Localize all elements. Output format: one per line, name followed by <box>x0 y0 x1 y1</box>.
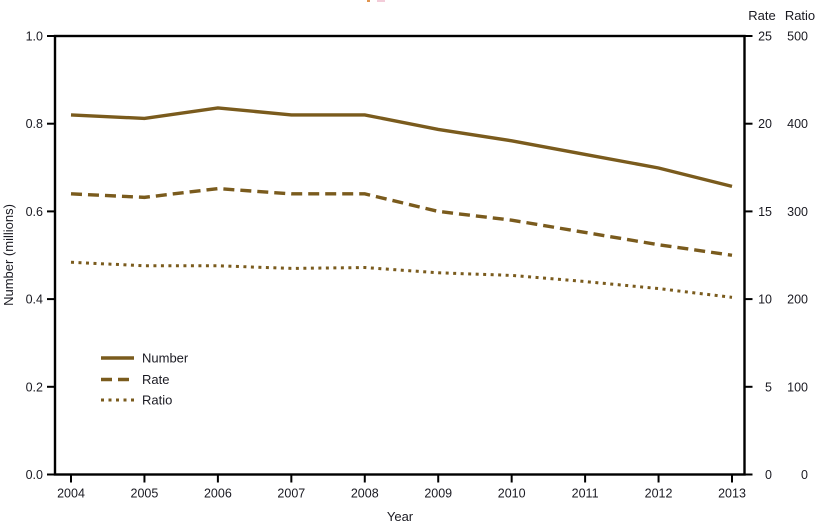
legend-rate-label: Rate <box>142 372 169 387</box>
rate-tick-label: 25 <box>758 30 772 44</box>
left-tick-label: 0.2 <box>26 380 43 394</box>
ratio-tick-label: 500 <box>787 30 808 44</box>
cropped-title-artifact <box>377 0 385 2</box>
x-tick-label-2006: 2006 <box>204 487 232 501</box>
data-series <box>70 106 733 299</box>
legend-ratio-label: Ratio <box>142 393 172 408</box>
series-ratio-line <box>70 260 733 299</box>
ratio-tick-label: 0 <box>801 468 808 482</box>
rate-tick-label: 5 <box>765 380 772 394</box>
left-axis-title: Number (millions) <box>1 204 16 306</box>
x-axis-title: Year <box>387 509 414 524</box>
series-rate-line <box>70 186 733 257</box>
left-tick-label: 0.0 <box>26 468 43 482</box>
x-tick-label-2007: 2007 <box>277 487 305 501</box>
ratio-tick-label: 100 <box>787 380 808 394</box>
axis-ticks: 2004 2005 2006 2007 2008 2009 2010 2011 2012 2013… <box>26 30 808 501</box>
x-tick-label-2013: 2013 <box>718 487 746 501</box>
chart-legend: Number Rate Ratio <box>101 351 189 408</box>
x-tick-label-2011: 2011 <box>572 487 599 501</box>
x-tick-label-2010: 2010 <box>498 487 526 501</box>
ratio-axis-header: Ratio <box>785 8 815 23</box>
rate-tick-label: 10 <box>758 293 772 307</box>
rate-tick-label: 0 <box>765 468 772 482</box>
series-number-line <box>70 106 733 189</box>
left-tick-label: 1.0 <box>26 30 43 44</box>
plot-area-border <box>53 34 746 476</box>
ratio-tick-label: 200 <box>787 293 808 307</box>
x-tick-label-2004: 2004 <box>57 487 85 501</box>
x-tick-label-2012: 2012 <box>645 487 673 501</box>
rate-tick-label: 15 <box>758 205 772 219</box>
rate-axis-header: Rate <box>748 8 775 23</box>
rate-tick-label: 20 <box>758 117 772 131</box>
left-tick-label: 0.8 <box>26 117 43 131</box>
left-tick-label: 0.4 <box>26 293 43 307</box>
ratio-tick-label: 300 <box>787 205 808 219</box>
ratio-tick-label: 400 <box>787 117 808 131</box>
x-tick-label-2009: 2009 <box>424 487 452 501</box>
x-tick-label-2008: 2008 <box>351 487 379 501</box>
legend-number-label: Number <box>142 351 189 366</box>
x-tick-label-2005: 2005 <box>131 487 159 501</box>
cropped-title-artifact <box>367 0 370 2</box>
left-tick-label: 0.6 <box>26 205 43 219</box>
